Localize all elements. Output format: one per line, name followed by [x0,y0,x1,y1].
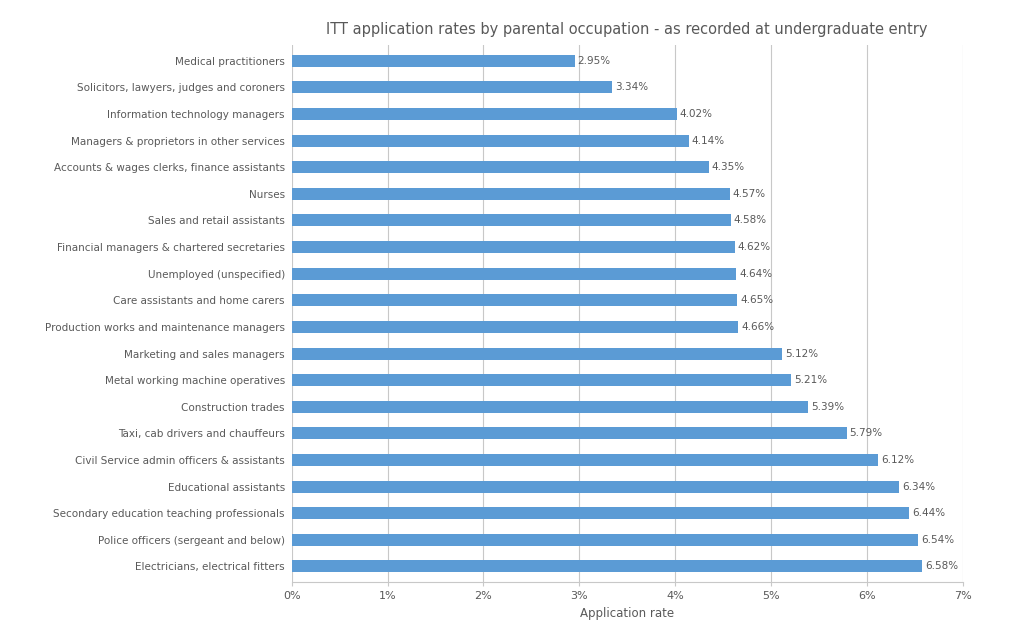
Text: 5.12%: 5.12% [785,349,818,358]
Text: 6.44%: 6.44% [911,508,945,518]
Bar [292,241,734,253]
Bar [292,508,909,519]
Bar [292,294,737,307]
Text: 5.39%: 5.39% [811,402,845,412]
Text: 4.65%: 4.65% [740,295,773,305]
Text: 3.34%: 3.34% [614,83,648,92]
Text: 4.66%: 4.66% [741,322,774,332]
Text: 4.58%: 4.58% [733,216,767,225]
Bar [292,348,782,360]
Bar [292,214,731,227]
Text: 4.35%: 4.35% [712,162,744,172]
Bar [292,55,574,67]
Text: 5.79%: 5.79% [850,428,883,438]
Text: 6.34%: 6.34% [902,481,935,492]
Text: 6.58%: 6.58% [926,561,958,572]
Text: 5.21%: 5.21% [794,375,827,385]
Bar [292,481,899,493]
Bar [292,534,919,546]
Text: 4.02%: 4.02% [680,109,713,119]
Text: 4.62%: 4.62% [737,242,770,252]
Bar [292,81,612,93]
Text: 6.12%: 6.12% [881,455,914,465]
Text: 4.64%: 4.64% [739,269,772,278]
Text: 6.54%: 6.54% [922,535,954,545]
Bar [292,188,730,200]
Bar [292,428,847,439]
Bar [292,321,738,333]
Text: 2.95%: 2.95% [578,56,610,66]
Bar [292,561,923,572]
Bar [292,268,736,280]
Bar [292,454,879,466]
Text: 4.57%: 4.57% [732,189,766,199]
Bar [292,134,688,147]
X-axis label: Application rate: Application rate [581,607,674,620]
Bar [292,161,709,173]
Title: ITT application rates by parental occupation - as recorded at undergraduate entr: ITT application rates by parental occupa… [327,22,928,36]
Bar [292,401,808,413]
Bar [292,108,677,120]
Text: 4.14%: 4.14% [691,136,725,146]
Bar [292,374,792,386]
